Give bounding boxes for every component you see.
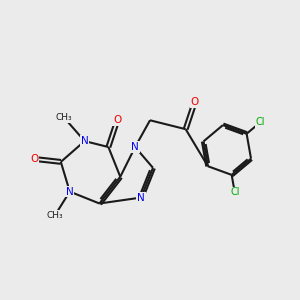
Text: N: N — [66, 187, 74, 196]
Text: CH₃: CH₃ — [56, 113, 72, 122]
Text: O: O — [30, 154, 38, 164]
Text: Cl: Cl — [230, 188, 239, 197]
Text: CH₃: CH₃ — [46, 211, 63, 220]
Text: N: N — [131, 142, 139, 152]
Text: Cl: Cl — [256, 117, 265, 127]
Text: O: O — [113, 115, 122, 125]
Text: N: N — [81, 136, 88, 146]
Text: N: N — [137, 193, 145, 202]
Text: O: O — [190, 98, 199, 107]
